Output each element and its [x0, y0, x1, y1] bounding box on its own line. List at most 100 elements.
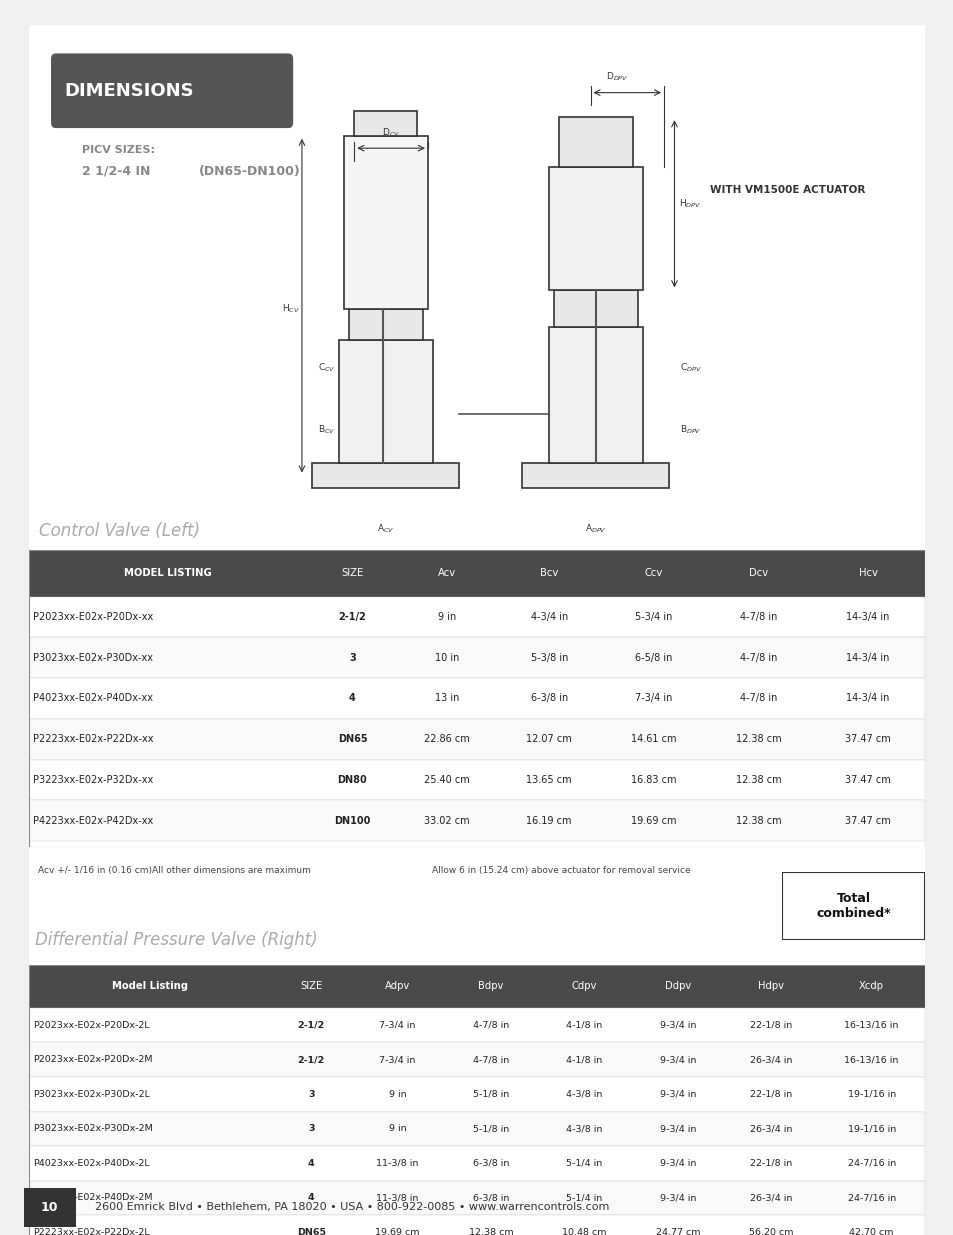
- Text: Hdpv: Hdpv: [758, 981, 783, 992]
- Text: P4023xx-E02x-P40Dx-xx: P4023xx-E02x-P40Dx-xx: [33, 693, 153, 704]
- Text: 26-3/4 in: 26-3/4 in: [749, 1124, 792, 1134]
- Bar: [338, 340, 433, 463]
- Text: 19-1/16 in: 19-1/16 in: [846, 1124, 895, 1134]
- Text: P2023xx-E02x-P20Dx-2M: P2023xx-E02x-P20Dx-2M: [33, 1055, 152, 1065]
- Text: 7-3/4 in: 7-3/4 in: [379, 1055, 416, 1065]
- Bar: [29, 1215, 924, 1235]
- Text: 22-1/8 in: 22-1/8 in: [749, 1020, 792, 1030]
- Bar: [548, 167, 642, 290]
- Bar: [29, 550, 924, 597]
- Bar: [343, 136, 427, 309]
- Text: 6-3/8 in: 6-3/8 in: [473, 1158, 509, 1168]
- Text: 5-3/4 in: 5-3/4 in: [635, 611, 672, 622]
- Text: P2023xx-E02x-P20Dx-2L: P2023xx-E02x-P20Dx-2L: [33, 1020, 150, 1030]
- Text: Control Valve (Left): Control Valve (Left): [39, 522, 200, 540]
- Text: 22.86 cm: 22.86 cm: [424, 734, 470, 745]
- Text: 9-3/4 in: 9-3/4 in: [659, 1089, 696, 1099]
- Text: 9-3/4 in: 9-3/4 in: [659, 1020, 696, 1030]
- Text: P2223xx-E02x-P22Dx-2L: P2223xx-E02x-P22Dx-2L: [33, 1228, 150, 1235]
- Text: 42.70 cm: 42.70 cm: [848, 1228, 893, 1235]
- Text: Ccv: Ccv: [644, 568, 662, 578]
- Text: P4023xx-E02x-P40Dx-2L: P4023xx-E02x-P40Dx-2L: [33, 1158, 150, 1168]
- FancyBboxPatch shape: [20, 14, 933, 1184]
- Text: SIZE: SIZE: [300, 981, 322, 992]
- Text: (DN65-DN100): (DN65-DN100): [199, 164, 300, 178]
- Text: 6-5/8 in: 6-5/8 in: [635, 652, 672, 663]
- Bar: [522, 463, 669, 488]
- Text: 56.20 cm: 56.20 cm: [748, 1228, 793, 1235]
- Text: 6-3/8 in: 6-3/8 in: [473, 1193, 509, 1203]
- Text: 5-1/8 in: 5-1/8 in: [473, 1124, 509, 1134]
- Text: 9-3/4 in: 9-3/4 in: [659, 1193, 696, 1203]
- Text: D$_{DPV}$: D$_{DPV}$: [605, 70, 627, 84]
- Text: 22-1/8 in: 22-1/8 in: [749, 1158, 792, 1168]
- Text: 2-1/2: 2-1/2: [297, 1055, 324, 1065]
- Text: Bcv: Bcv: [539, 568, 558, 578]
- Text: 4: 4: [308, 1193, 314, 1203]
- Text: P4223xx-E02x-P42Dx-xx: P4223xx-E02x-P42Dx-xx: [33, 815, 153, 826]
- FancyBboxPatch shape: [51, 53, 293, 128]
- Text: MODEL LISTING: MODEL LISTING: [124, 568, 212, 578]
- Text: 4-7/8 in: 4-7/8 in: [473, 1020, 509, 1030]
- Text: 16-13/16 in: 16-13/16 in: [843, 1055, 898, 1065]
- Text: 9 in: 9 in: [437, 611, 456, 622]
- Text: WITH VM1500E ACTUATOR: WITH VM1500E ACTUATOR: [709, 185, 864, 195]
- Text: P3023xx-E02x-P30Dx-xx: P3023xx-E02x-P30Dx-xx: [33, 652, 153, 663]
- Text: DN65: DN65: [296, 1228, 325, 1235]
- Text: 19.69 cm: 19.69 cm: [631, 815, 676, 826]
- Text: P2023xx-E02x-P20Dx-xx: P2023xx-E02x-P20Dx-xx: [33, 611, 153, 622]
- Text: 3: 3: [308, 1089, 314, 1099]
- Text: P4023xx-E02x-P40Dx-2M: P4023xx-E02x-P40Dx-2M: [33, 1193, 152, 1203]
- Text: 24-7/16 in: 24-7/16 in: [846, 1158, 895, 1168]
- Text: 9-3/4 in: 9-3/4 in: [659, 1055, 696, 1065]
- Text: C$_{CV}$: C$_{CV}$: [317, 362, 335, 374]
- Text: DN80: DN80: [337, 774, 367, 785]
- Text: 12.38 cm: 12.38 cm: [735, 734, 781, 745]
- Bar: [29, 637, 924, 678]
- Text: PICV SIZES:: PICV SIZES:: [82, 146, 155, 156]
- Text: 37.47 cm: 37.47 cm: [844, 815, 890, 826]
- Text: 9-3/4 in: 9-3/4 in: [659, 1158, 696, 1168]
- Text: 10: 10: [41, 1200, 58, 1214]
- Text: 13.65 cm: 13.65 cm: [526, 774, 572, 785]
- Text: 14.61 cm: 14.61 cm: [631, 734, 676, 745]
- Text: Acv: Acv: [437, 568, 456, 578]
- Text: 26-3/4 in: 26-3/4 in: [749, 1193, 792, 1203]
- Bar: [29, 1008, 924, 1042]
- Bar: [29, 678, 924, 719]
- Text: Bdpv: Bdpv: [477, 981, 503, 992]
- Text: D$_{CV}$: D$_{CV}$: [381, 126, 400, 140]
- Text: Adpv: Adpv: [385, 981, 410, 992]
- Text: H$_{DPV}$: H$_{DPV}$: [679, 198, 700, 210]
- Text: 19-1/16 in: 19-1/16 in: [846, 1089, 895, 1099]
- Bar: [312, 463, 459, 488]
- Text: P3023xx-E02x-P30Dx-2M: P3023xx-E02x-P30Dx-2M: [33, 1124, 153, 1134]
- Bar: [29, 965, 924, 1008]
- Bar: [24, 1188, 76, 1226]
- Text: A$_{DPV}$: A$_{DPV}$: [584, 522, 606, 535]
- Bar: [29, 800, 924, 841]
- Text: 3: 3: [308, 1124, 314, 1134]
- Bar: [558, 117, 632, 167]
- Text: 3: 3: [349, 652, 355, 663]
- Text: Allow 6 in (15.24 cm) above actuator for removal service: Allow 6 in (15.24 cm) above actuator for…: [432, 866, 690, 874]
- Text: Dcv: Dcv: [748, 568, 767, 578]
- Text: X$_{CDP}$: X$_{CDP}$: [479, 578, 501, 590]
- Text: 2600 Emrick Blvd • Bethlehem, PA 18020 • USA • 800-922-0085 • www.warrencontrols: 2600 Emrick Blvd • Bethlehem, PA 18020 •…: [95, 1202, 609, 1213]
- Text: 12.38 cm: 12.38 cm: [735, 774, 781, 785]
- Text: 4-1/8 in: 4-1/8 in: [566, 1020, 602, 1030]
- Text: 24.77 cm: 24.77 cm: [655, 1228, 700, 1235]
- Text: 2-1/2: 2-1/2: [297, 1020, 324, 1030]
- Text: P2223xx-E02x-P22Dx-xx: P2223xx-E02x-P22Dx-xx: [33, 734, 153, 745]
- Text: 5-3/8 in: 5-3/8 in: [530, 652, 567, 663]
- Text: 37.47 cm: 37.47 cm: [844, 734, 890, 745]
- Text: Ddpv: Ddpv: [664, 981, 690, 992]
- Text: 4-7/8 in: 4-7/8 in: [739, 693, 777, 704]
- Text: C$_{DPV}$: C$_{DPV}$: [679, 362, 700, 374]
- Text: 11-3/8 in: 11-3/8 in: [376, 1158, 418, 1168]
- Text: 37.47 cm: 37.47 cm: [844, 774, 890, 785]
- Bar: [548, 327, 642, 463]
- Text: 5-1/4 in: 5-1/4 in: [566, 1158, 602, 1168]
- Text: 12.07 cm: 12.07 cm: [526, 734, 572, 745]
- Text: 25.40 cm: 25.40 cm: [424, 774, 470, 785]
